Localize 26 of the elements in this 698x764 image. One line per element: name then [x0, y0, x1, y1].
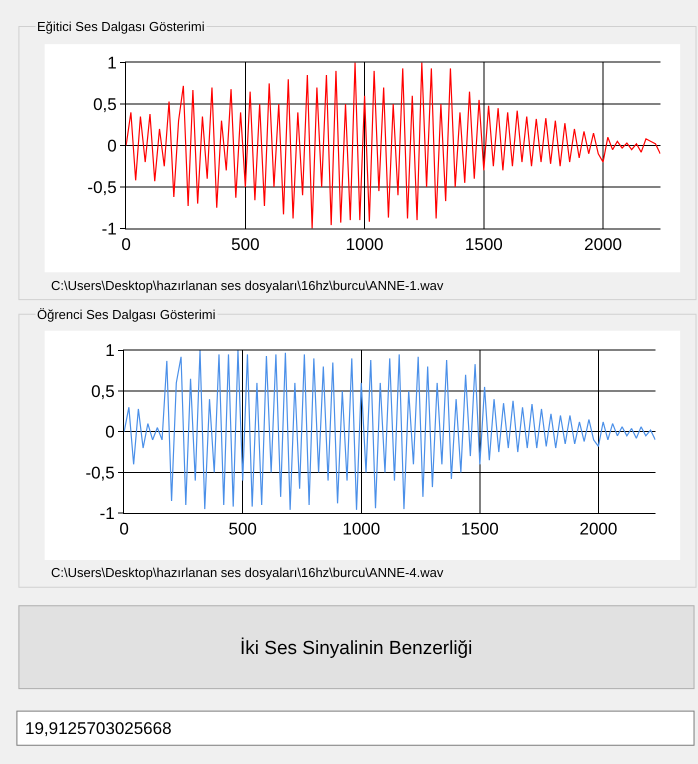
y-tick-label: -1: [102, 219, 117, 238]
y-tick-label: 0,5: [93, 95, 117, 114]
x-tick-label: 1000: [346, 234, 384, 254]
x-tick-label: 0: [121, 234, 131, 254]
y-tick-label: 0: [105, 422, 115, 442]
chart-title: Öğrenci Ses Dalgası Gösterimi: [37, 307, 216, 322]
text: C:\Users\Desktop\hazırlanan ses dosyaları\16hz\burcu\ANNE-4.wav: [51, 565, 444, 580]
x-tick-label: 2000: [584, 234, 622, 254]
x-tick-label: 0: [119, 520, 129, 539]
y-tick-label: 0,5: [91, 382, 115, 401]
text: 19,9125703025668: [25, 719, 172, 738]
y-tick-label: -0,5: [85, 463, 115, 482]
x-tick-label: 1500: [464, 234, 503, 254]
x-tick-label: 2000: [579, 520, 618, 539]
text: İki Ses Sinyalinin Benzerliği: [240, 637, 472, 659]
x-tick-label: 1500: [460, 520, 499, 539]
y-tick-label: -1: [100, 504, 115, 524]
y-tick-label: 1: [105, 341, 115, 360]
x-tick-label: 1000: [342, 520, 380, 539]
text: C:\Users\Desktop\hazırlanan ses dosyaları\16hz\burcu\ANNE-1.wav: [51, 278, 444, 293]
y-tick-label: -0,5: [87, 178, 117, 197]
x-tick-label: 500: [228, 520, 257, 539]
chart-title: Eğitici Ses Dalgası Gösterimi: [37, 19, 205, 34]
y-tick-label: 1: [107, 54, 117, 73]
x-tick-label: 500: [231, 234, 260, 254]
y-tick-label: 0: [107, 136, 117, 156]
